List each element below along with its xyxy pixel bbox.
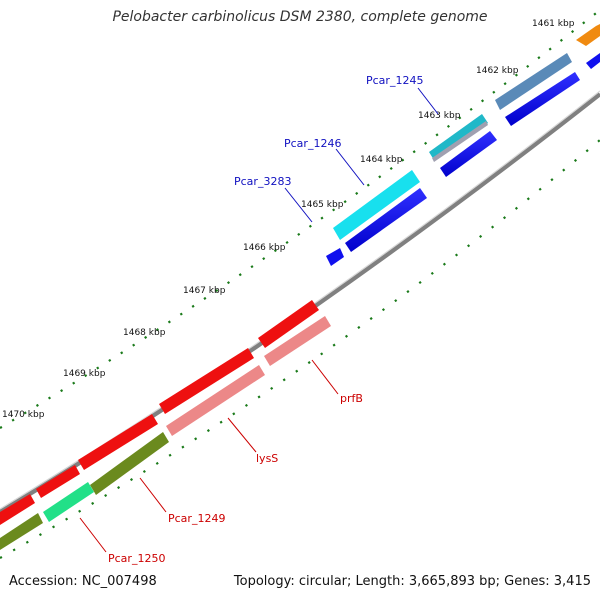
gene-feature-blue[interactable]: [586, 53, 600, 69]
kbp-tick-label: 1470 kbp: [2, 410, 45, 420]
kbp-tick-label: 1469 kbp: [63, 369, 106, 379]
gene-label[interactable]: Pcar_1246: [284, 137, 341, 150]
kbp-tick-label: 1461 kbp: [532, 19, 575, 29]
gene-feature-pcar1249[interactable]: [90, 432, 169, 495]
gene-feature-blue[interactable]: [505, 72, 580, 126]
leader-line: [311, 359, 339, 395]
gene-feature-steelblue[interactable]: [495, 53, 572, 110]
gene-feature-pcar1245-stripe[interactable]: [432, 121, 488, 162]
gene-feature-red[interactable]: [159, 348, 254, 414]
gene-label[interactable]: Pcar_1245: [366, 74, 423, 87]
kbp-tick-label: 1465 kbp: [301, 200, 344, 210]
kbp-tick-label: 1466 kbp: [243, 243, 286, 253]
gene-feature-red[interactable]: [78, 414, 158, 470]
kbp-tick-label: 1462 kbp: [476, 66, 519, 76]
gene-label[interactable]: Pcar_1249: [168, 512, 225, 525]
inner-tick-track: [0, 139, 600, 559]
gene-feature-orange[interactable]: [576, 24, 600, 46]
gene-feature-blue[interactable]: [440, 131, 497, 177]
gene-feature-pcar1250[interactable]: [43, 482, 94, 522]
gene-feature-olive[interactable]: [0, 513, 43, 550]
gene-feature-pcar1246[interactable]: [333, 170, 420, 240]
kbp-tick-label: 1463 kbp: [418, 111, 461, 121]
gene-label[interactable]: lysS: [256, 452, 278, 465]
gene-label[interactable]: prfB: [340, 392, 363, 405]
gene-feature-prfb[interactable]: [264, 316, 331, 366]
gene-label[interactable]: Pcar_3283: [234, 175, 291, 188]
map-title: Pelobacter carbinolicus DSM 2380, comple…: [112, 9, 488, 25]
kbp-tick-label: 1468 kbp: [123, 328, 166, 338]
leader-line: [139, 477, 167, 513]
leader-line: [227, 417, 257, 453]
gene-feature-pcar3283[interactable]: [326, 248, 344, 266]
gene-feature-blue[interactable]: [345, 188, 427, 252]
leader-line: [335, 148, 365, 186]
leader-line: [284, 187, 313, 223]
kbp-tick-label: 1464 kbp: [360, 155, 403, 165]
genome-backbone-highlight: [0, 90, 600, 510]
genome-backbone: [0, 92, 600, 514]
genome-summary-text: Topology: circular; Length: 3,665,893 bp…: [233, 574, 591, 589]
gene-feature-red[interactable]: [36, 465, 80, 498]
gene-feature-pcar1245[interactable]: [429, 114, 488, 160]
leader-line: [79, 517, 107, 553]
gene-feature-red[interactable]: [258, 300, 319, 348]
gene-feature-red[interactable]: [0, 494, 35, 525]
kbp-tick-label: 1467 kbp: [183, 286, 226, 296]
gene-feature-lyss[interactable]: [166, 365, 265, 436]
gene-label[interactable]: Pcar_1250: [108, 552, 165, 565]
accession-text: Accession: NC_007498: [9, 574, 157, 589]
leader-line: [417, 87, 439, 115]
